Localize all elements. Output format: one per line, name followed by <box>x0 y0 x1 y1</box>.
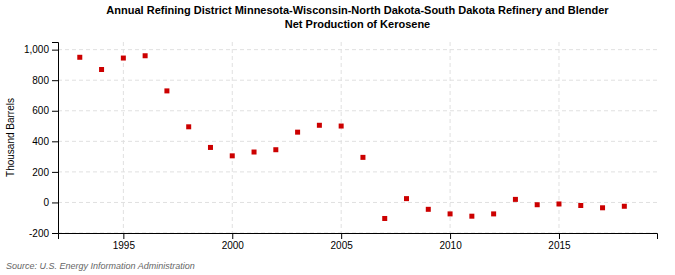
point <box>513 197 518 202</box>
point <box>382 216 387 221</box>
tick-label: 2005 <box>331 240 354 251</box>
point <box>535 202 540 207</box>
grid <box>58 42 657 233</box>
point <box>578 203 583 208</box>
title: Annual Refining District Minnesota-Wisco… <box>106 4 609 30</box>
grid-line <box>58 202 657 203</box>
tick-label: 200 <box>32 167 49 178</box>
point <box>600 205 605 210</box>
point <box>99 67 104 72</box>
point <box>360 155 365 160</box>
tick: 400 <box>32 136 58 147</box>
tick: 0 <box>43 197 58 208</box>
point <box>164 88 169 93</box>
point <box>230 153 235 158</box>
point <box>208 145 213 150</box>
grid-line <box>232 42 233 233</box>
point <box>469 214 474 219</box>
tick: 600 <box>32 105 58 116</box>
axis-line <box>52 43 59 234</box>
tick-label: 2000 <box>222 240 245 251</box>
title-line: Net Production of Kerosene <box>285 18 430 30</box>
tick-mark <box>52 233 58 234</box>
tick-label: 1995 <box>113 240 136 251</box>
tick-mark <box>52 172 58 173</box>
tick-label: 600 <box>32 105 49 116</box>
point <box>273 147 278 152</box>
point <box>121 56 126 61</box>
grid-line <box>58 141 657 142</box>
grid-line <box>450 42 451 233</box>
grid-line <box>58 80 657 81</box>
tick-mark <box>341 233 342 239</box>
tick-mark <box>52 141 58 142</box>
point <box>252 150 257 155</box>
grid-line <box>341 42 342 233</box>
point <box>426 207 431 212</box>
tick-mark <box>559 233 560 239</box>
tick: 1995 <box>113 233 136 251</box>
tick-label: 2015 <box>548 240 571 251</box>
tick-label: 400 <box>32 136 49 147</box>
tick-mark <box>123 233 124 239</box>
point <box>404 196 409 201</box>
point <box>448 211 453 216</box>
tick-label: -200 <box>29 228 49 239</box>
grid-line <box>58 110 657 111</box>
point <box>339 124 344 129</box>
grid-line <box>123 42 124 233</box>
title-line: Annual Refining District Minnesota-Wisco… <box>106 4 609 16</box>
grid-line <box>58 49 657 50</box>
tick-mark <box>52 50 58 51</box>
tick-mark <box>232 233 233 239</box>
tick: -200 <box>29 228 58 239</box>
tick: 800 <box>32 75 58 86</box>
tick-mark <box>450 233 451 239</box>
tick: 200 <box>32 167 58 178</box>
grid-line <box>58 171 657 172</box>
point <box>143 53 148 58</box>
tick: 1,000 <box>24 44 58 55</box>
tick: 2000 <box>222 233 245 251</box>
tick: 2010 <box>439 233 462 251</box>
tick: 2015 <box>548 233 571 251</box>
tick-label: 2010 <box>439 240 462 251</box>
source: Source: U.S. Energy Information Administ… <box>6 261 195 271</box>
tick-mark <box>52 80 58 81</box>
point <box>622 204 627 209</box>
point <box>186 124 191 129</box>
tick-label: 800 <box>32 75 49 86</box>
tick-label: 1,000 <box>24 44 49 55</box>
point <box>317 123 322 128</box>
x-axis: 1995 2000 2005 2010 2015 <box>59 233 658 251</box>
tick-mark <box>52 202 58 203</box>
plot-area: 1995 2000 2005 2010 2015 -200 0 200 400 600 800 1,0… <box>24 42 658 251</box>
point <box>77 55 82 60</box>
axis-line <box>59 234 658 240</box>
tick-mark <box>52 111 58 112</box>
chart: 1995 2000 2005 2010 2015 -200 0 200 400 600 800 1,0… <box>0 0 675 275</box>
tick-label: 0 <box>43 197 49 208</box>
point <box>556 201 561 206</box>
point <box>491 211 496 216</box>
y-axis-label: Thousand Barrels <box>5 98 16 177</box>
point <box>295 130 300 135</box>
tick: 2005 <box>331 233 354 251</box>
points <box>77 53 627 221</box>
y-axis: -200 0 200 400 600 800 1,000 <box>24 43 59 239</box>
